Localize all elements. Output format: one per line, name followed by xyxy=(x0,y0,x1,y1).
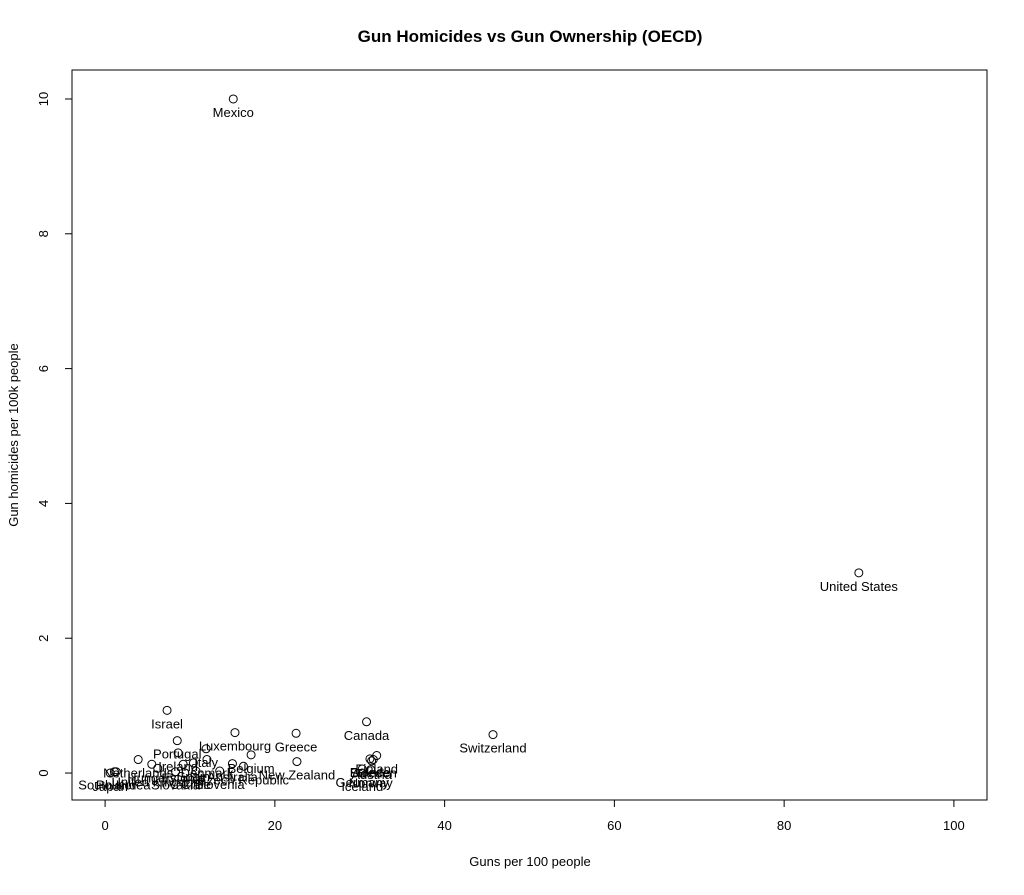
y-axis-label: Gun homicides per 100k people xyxy=(6,343,21,527)
point-label: France xyxy=(350,765,390,780)
x-tick-label: 20 xyxy=(268,818,282,833)
y-tick-label: 8 xyxy=(36,230,51,237)
point xyxy=(191,766,201,776)
point xyxy=(162,705,172,715)
y-tick-label: 6 xyxy=(36,365,51,372)
x-tick-label: 80 xyxy=(777,818,791,833)
point xyxy=(357,764,367,774)
point xyxy=(366,765,376,775)
point-label: Denmark xyxy=(181,766,234,781)
point xyxy=(238,761,248,771)
point xyxy=(227,759,237,769)
y-tick-label: 2 xyxy=(36,635,51,642)
point xyxy=(365,754,375,764)
point-label: Israel xyxy=(151,716,183,731)
point xyxy=(173,748,183,758)
point xyxy=(147,759,157,769)
point xyxy=(854,568,864,578)
point-label: Mexico xyxy=(213,105,254,120)
point xyxy=(292,757,302,767)
point xyxy=(215,766,225,776)
point xyxy=(291,728,301,738)
point-label: Netherlands xyxy=(103,766,174,781)
point-label: Switzerland xyxy=(459,741,526,756)
point-label: Iceland xyxy=(341,779,383,794)
point-label: New Zealand xyxy=(259,768,336,783)
point xyxy=(488,730,498,740)
point-label: Greece xyxy=(275,739,318,754)
y-tick-label: 0 xyxy=(36,769,51,776)
point-label: Germany xyxy=(336,775,390,790)
point-label: Hungary xyxy=(127,770,177,785)
point-label: United States xyxy=(820,579,899,594)
point-label: Spain xyxy=(177,769,210,784)
point-label: Slovenia xyxy=(195,777,246,792)
point-label: Poland xyxy=(96,778,136,793)
point-label: Norway xyxy=(349,776,394,791)
point xyxy=(109,767,119,777)
point xyxy=(202,755,212,765)
chart-title: Gun Homicides vs Gun Ownership (OECD) xyxy=(358,27,703,46)
y-tick-label: 4 xyxy=(36,500,51,507)
y-tick-label: 10 xyxy=(36,92,51,106)
point xyxy=(172,736,182,746)
point-label: Japan xyxy=(92,779,127,794)
point xyxy=(133,755,143,765)
x-tick-label: 100 xyxy=(943,818,965,833)
point xyxy=(367,756,377,766)
point xyxy=(230,728,240,738)
point-label: Ireland xyxy=(158,759,198,774)
point xyxy=(188,758,198,768)
point xyxy=(362,717,372,727)
point-label: Estonia xyxy=(162,770,206,785)
point xyxy=(368,755,378,765)
point-label: Slovakia xyxy=(151,778,201,793)
x-tick-label: 0 xyxy=(101,818,108,833)
point xyxy=(171,767,181,777)
point-label: Portugal xyxy=(153,747,202,762)
point xyxy=(105,768,115,778)
point xyxy=(178,759,188,769)
point xyxy=(357,768,367,778)
point xyxy=(228,94,238,104)
point-label: South Korea xyxy=(78,778,151,793)
point-label: Australia xyxy=(207,770,258,785)
point-label: Luxembourg xyxy=(199,739,271,754)
point-label: Chile xyxy=(181,777,211,792)
x-tick-label: 60 xyxy=(607,818,621,833)
point-label: Austria xyxy=(351,767,392,782)
point xyxy=(246,750,256,760)
point-label: Italy xyxy=(194,755,218,770)
x-axis-label: Guns per 100 people xyxy=(469,854,590,869)
point-label: United Kingdom xyxy=(111,774,204,789)
point-label: Canada xyxy=(344,728,390,743)
point xyxy=(201,744,211,754)
x-tick-label: 40 xyxy=(437,818,451,833)
plot-frame xyxy=(71,69,988,801)
point-label: Czech Republic xyxy=(198,772,290,787)
